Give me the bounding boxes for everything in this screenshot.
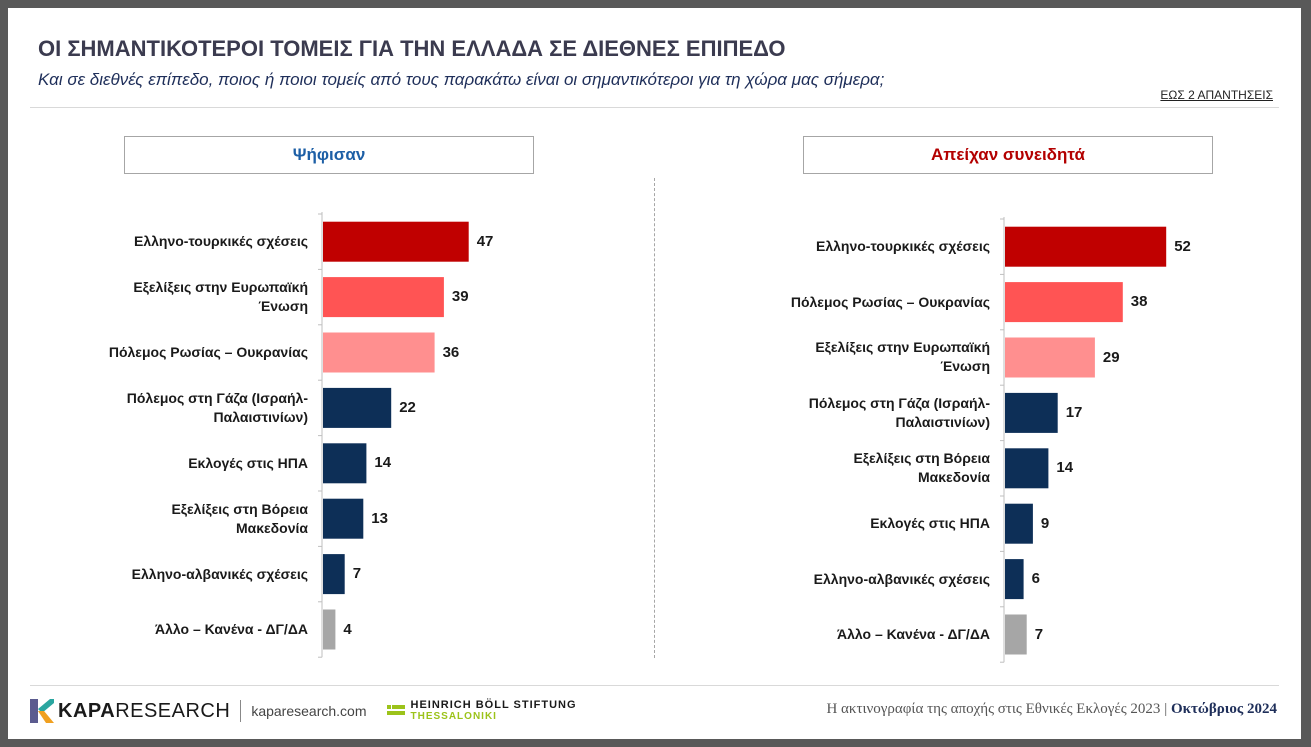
value-label: 22	[399, 398, 416, 416]
kapa-k-icon	[30, 699, 54, 723]
category-label: Ελληνο-τουρκικές σχέσεις	[730, 219, 990, 274]
value-label: 9	[1040, 514, 1050, 532]
category-label: Πόλεμος στη Γάζα (Ισραήλ- Παλαιστινίων)	[48, 380, 308, 435]
bar	[323, 609, 336, 650]
caption-month: Οκτώβριος 2024	[1170, 701, 1277, 717]
partner-city: THESSALONIKI	[410, 711, 497, 722]
category-label-line: Άλλο – Κανένα - ΔΓ/ΔΑ	[155, 620, 308, 637]
category-label-line: Πόλεμος στη Γάζα (Ισραήλ-	[808, 394, 990, 411]
category-label-line: Πόλεμος στη Γάζα (Ισραήλ-	[126, 389, 308, 406]
bar	[323, 332, 435, 373]
value-label: 38	[1130, 293, 1148, 311]
bar	[1005, 282, 1123, 323]
bar	[1005, 337, 1095, 378]
top-divider	[30, 107, 1279, 108]
bar	[1005, 614, 1027, 655]
category-label-line: Εξελίξεις στη Βόρεια	[171, 500, 308, 517]
panel-header-voted: Ψήφισαν	[124, 136, 534, 174]
category-label-line: Ελληνο-τουρκικές σχέσεις	[133, 233, 308, 250]
category-label-line: Εξελίξεις στην Ευρωπαϊκή	[133, 279, 308, 296]
category-label: Εξελίξεις στη Βόρεια Μακεδονία	[48, 491, 308, 546]
category-label-line: Μακεδονία	[235, 519, 308, 536]
category-label-line: Παλαιστινίων)	[213, 408, 309, 425]
footer-separator-line	[240, 700, 242, 722]
chart-voted: Ελληνο-τουρκικές σχέσεις 47 Εξελίξεις στην…	[8, 206, 648, 658]
bar	[1005, 503, 1033, 544]
bar	[323, 554, 345, 595]
site-link[interactable]: kaparesearch.com	[251, 703, 367, 719]
footer-caption: Η ακτινογραφία της αποχής στις Εθνικές Ε…	[826, 701, 1277, 718]
bottom-divider	[30, 685, 1279, 686]
value-label: 4	[343, 620, 352, 638]
answers-note: ΕΩΣ 2 ΑΠΑΝΤΗΣΕΙΣ	[1160, 88, 1273, 102]
category-label-line: Εκλογές στις ΗΠΑ	[870, 515, 990, 532]
boll-logo[interactable]: HEINRICH BÖLL STIFTUNG THESSALONIKI	[386, 699, 577, 723]
page-subtitle: Και σε διεθνές επίπεδο, ποιος ή ποιοι το…	[38, 70, 885, 89]
category-label-line: Εξελίξεις στην Ευρωπαϊκή	[815, 339, 990, 356]
value-label: 13	[371, 509, 388, 527]
category-label: Πόλεμος Ρωσίας – Ουκρανίας	[48, 325, 308, 380]
bar	[1005, 559, 1024, 600]
category-label: Εξελίξεις στη Βόρεια Μακεδονία	[730, 441, 990, 496]
value-label: 47	[476, 232, 494, 250]
value-label: 7	[352, 565, 362, 583]
category-label-line: Άλλο – Κανένα - ΔΓ/ΔΑ	[837, 625, 990, 642]
value-label: 14	[1056, 459, 1074, 477]
bar	[323, 221, 469, 262]
category-label: Πόλεμος Ρωσίας – Ουκρανίας	[730, 274, 990, 329]
value-label: 7	[1034, 625, 1044, 643]
partner-name: HEINRICH BÖLL STIFTUNG	[410, 699, 577, 711]
caption-separator: |	[1164, 701, 1168, 717]
category-label-line: Πόλεμος Ρωσίας – Ουκρανίας	[790, 293, 990, 310]
category-label: Άλλο – Κανένα - ΔΓ/ΔΑ	[730, 607, 990, 662]
slide: ΟΙ ΣΗΜΑΝΤΙΚΟΤΕΡΟΙ ΤΟΜΕΙΣ ΓΙΑ ΤΗΝ ΕΛΛΑΔΑ …	[8, 8, 1301, 739]
boll-flag-icon	[386, 705, 405, 715]
category-label-line: Ελληνο-αλβανικές σχέσεις	[813, 570, 990, 587]
category-label: Άλλο – Κανένα - ΔΓ/ΔΑ	[48, 602, 308, 657]
category-label-line: Εξελίξεις στη Βόρεια	[853, 450, 990, 467]
category-label: Ελληνο-αλβανικές σχέσεις	[48, 546, 308, 601]
category-label-line: Ελληνο-αλβανικές σχέσεις	[131, 565, 308, 582]
bar	[323, 387, 392, 428]
category-label-line: Ένωση	[258, 298, 308, 315]
value-label: 14	[374, 454, 392, 472]
brand-bold: KAPA	[58, 699, 116, 722]
category-label-line: Ελληνο-τουρκικές σχέσεις	[815, 238, 990, 255]
category-label-line: Παλαιστινίων)	[895, 413, 991, 430]
bar-chart-svg	[318, 212, 469, 658]
category-label: Εκλογές στις ΗΠΑ	[730, 496, 990, 551]
category-label-line: Ένωση	[940, 358, 990, 375]
kapa-logo[interactable]: KAPARESEARCH	[30, 699, 230, 723]
category-label-line: Πόλεμος Ρωσίας – Ουκρανίας	[108, 343, 308, 360]
footer-logos: KAPARESEARCH kaparesearch.com HEINRICH B…	[30, 696, 577, 726]
category-label-line: Εκλογές στις ΗΠΑ	[188, 454, 308, 471]
bar	[323, 443, 367, 484]
value-label: 29	[1102, 348, 1120, 366]
value-label: 6	[1031, 570, 1040, 588]
value-label: 39	[451, 288, 469, 306]
category-label: Ελληνο-αλβανικές σχέσεις	[730, 551, 990, 606]
panel-header-abstained: Απείχαν συνειδητά	[803, 136, 1213, 174]
value-label: 52	[1174, 237, 1191, 255]
caption-text: Η ακτινογραφία της αποχής στις Εθνικές Ε…	[826, 701, 1161, 717]
value-label: 36	[442, 343, 460, 361]
category-label: Ελληνο-τουρκικές σχέσεις	[48, 214, 308, 269]
category-label: Εξελίξεις στην Ευρωπαϊκή Ένωση	[730, 330, 990, 385]
brand-light: RESEARCH	[115, 699, 231, 722]
bar	[323, 498, 364, 539]
page-title: ΟΙ ΣΗΜΑΝΤΙΚΟΤΕΡΟΙ ΤΟΜΕΙΣ ΓΙΑ ΤΗΝ ΕΛΛΑΔΑ …	[38, 36, 786, 61]
bar	[1005, 226, 1167, 267]
category-label-line: Μακεδονία	[917, 469, 990, 486]
bar	[1005, 392, 1058, 433]
chart-abstained: Ελληνο-τουρκικές σχέσεις 52 Πόλεμος Ρωσίας…	[688, 206, 1288, 663]
bar	[1005, 448, 1049, 489]
category-label: Εκλογές στις ΗΠΑ	[48, 436, 308, 491]
value-label: 17	[1065, 403, 1083, 421]
bar	[323, 277, 444, 318]
panel-divider	[654, 178, 655, 658]
category-label: Εξελίξεις στην Ευρωπαϊκή Ένωση	[48, 269, 308, 324]
category-label: Πόλεμος στη Γάζα (Ισραήλ- Παλαιστινίων)	[730, 385, 990, 440]
bar-chart-svg	[1000, 217, 1167, 663]
